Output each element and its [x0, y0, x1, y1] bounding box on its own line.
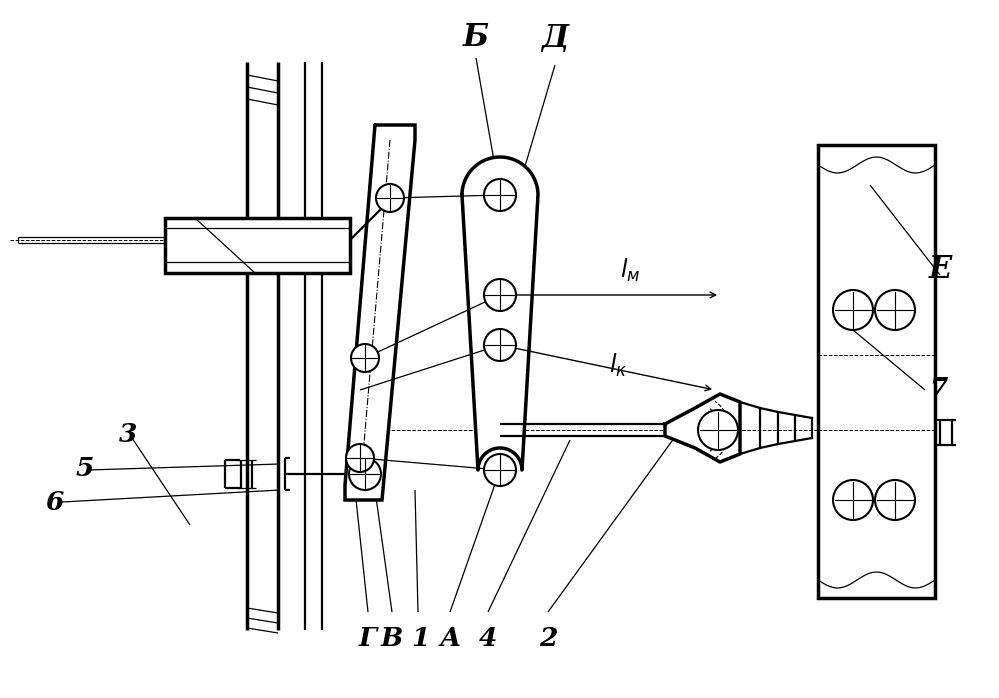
Text: 6: 6	[46, 489, 64, 514]
Circle shape	[351, 344, 379, 372]
Text: А: А	[440, 625, 461, 651]
Text: 4: 4	[479, 625, 498, 651]
Circle shape	[484, 279, 516, 311]
Text: $l_к$: $l_к$	[608, 351, 627, 378]
Polygon shape	[345, 125, 415, 500]
Text: 2: 2	[538, 625, 557, 651]
Circle shape	[484, 179, 516, 211]
Text: В: В	[381, 625, 404, 651]
Circle shape	[698, 410, 738, 450]
Text: 5: 5	[76, 456, 94, 480]
Circle shape	[484, 329, 516, 361]
Circle shape	[833, 480, 873, 520]
Circle shape	[484, 454, 516, 486]
Polygon shape	[462, 157, 538, 470]
Circle shape	[346, 444, 374, 472]
Circle shape	[376, 184, 404, 212]
Bar	[165, 218, 350, 273]
Text: 3: 3	[119, 422, 137, 447]
Text: 1: 1	[411, 625, 430, 651]
Circle shape	[349, 458, 381, 490]
Polygon shape	[665, 394, 740, 462]
Bar	[818, 145, 935, 598]
Text: Г: Г	[359, 625, 378, 651]
Circle shape	[875, 290, 915, 330]
Text: Б: Б	[463, 22, 490, 54]
Circle shape	[833, 290, 873, 330]
Text: 7: 7	[929, 376, 947, 401]
Text: Е: Е	[928, 255, 952, 285]
Text: Д: Д	[541, 22, 568, 54]
Text: $l_м$: $l_м$	[619, 256, 640, 283]
Circle shape	[875, 480, 915, 520]
